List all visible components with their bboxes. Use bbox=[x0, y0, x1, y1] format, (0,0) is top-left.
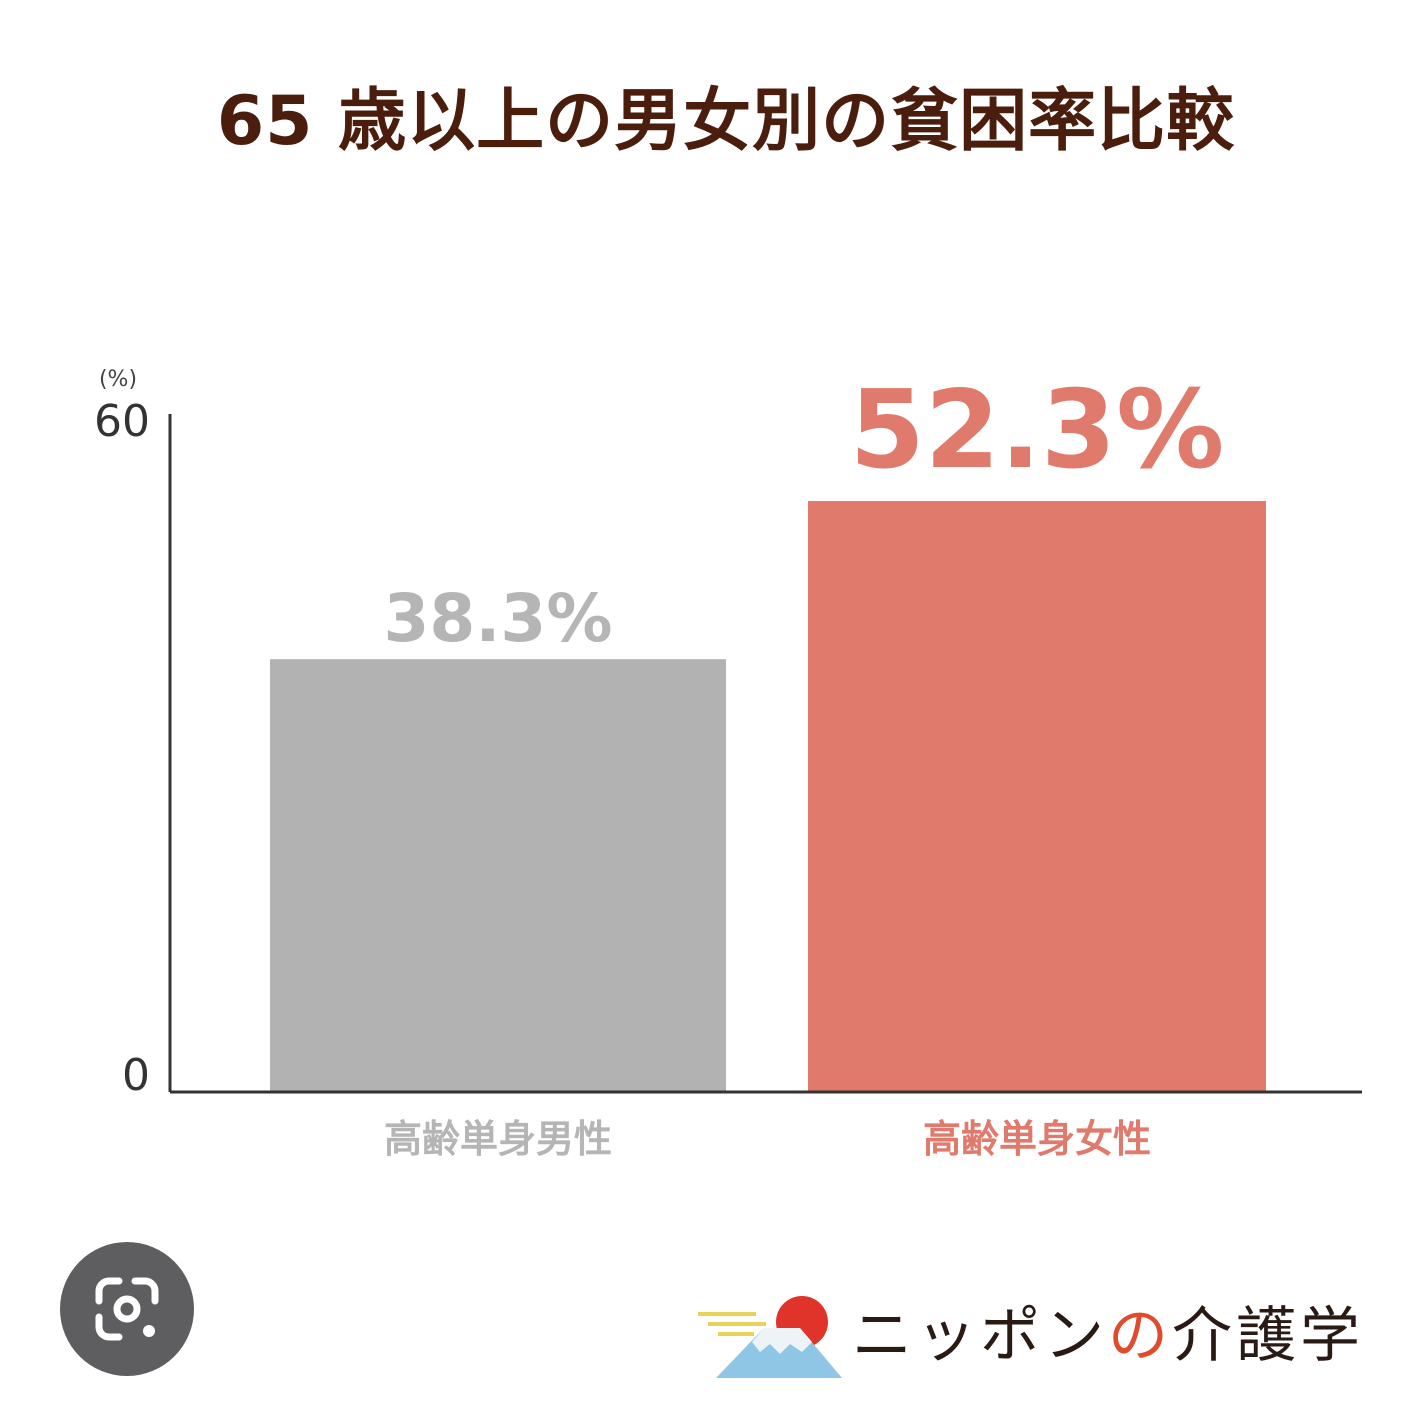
value-label-1: 38.3% bbox=[384, 580, 613, 657]
y-axis-ticks: 0 60 bbox=[94, 396, 150, 1101]
google-lens-icon bbox=[95, 1277, 159, 1341]
google-lens-button[interactable] bbox=[60, 1242, 194, 1376]
brand-text-part1: ニッポン bbox=[852, 1301, 1108, 1371]
brand-logo: ニッポンの介護学 bbox=[694, 1294, 1414, 1384]
value-label-2: 52.3% bbox=[850, 368, 1225, 493]
y-axis-unit: (%) bbox=[99, 367, 137, 392]
value-labels: 38.3% 52.3% bbox=[384, 368, 1225, 657]
chart-title: 65 歳以上の男女別の貧困率比較 bbox=[216, 82, 1236, 161]
x-category-label-1: 高齢単身男性 bbox=[384, 1117, 612, 1161]
y-tick-label-0: 0 bbox=[122, 1050, 150, 1101]
bar-2 bbox=[808, 501, 1266, 1092]
brand-text-no: の bbox=[1108, 1301, 1172, 1371]
bar-1 bbox=[270, 659, 726, 1092]
brand-text-part2: 介護学 bbox=[1172, 1301, 1364, 1371]
x-axis-labels: 高齢単身男性 高齢単身女性 bbox=[384, 1117, 1151, 1161]
brand-name: ニッポンの介護学 bbox=[852, 1306, 1364, 1366]
x-category-label-2: 高齢単身女性 bbox=[923, 1117, 1151, 1161]
bars-group bbox=[270, 501, 1266, 1092]
mount-fuji-sun-logo bbox=[698, 1296, 842, 1378]
y-tick-label-60: 60 bbox=[94, 396, 150, 447]
